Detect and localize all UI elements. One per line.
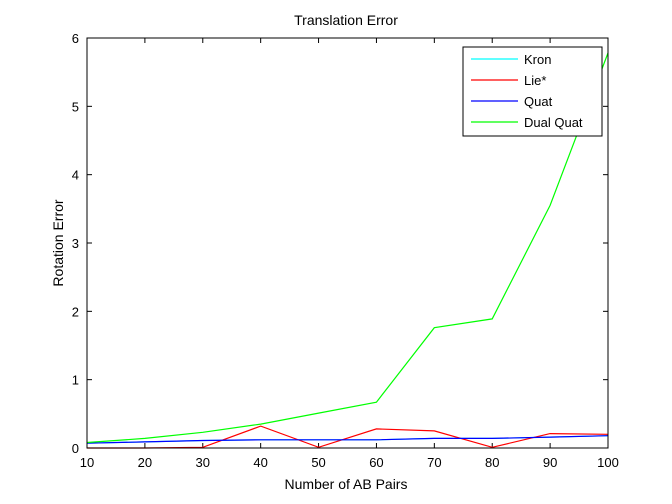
y-tick-label: 4 (72, 168, 79, 183)
x-tick-label: 100 (597, 455, 619, 470)
y-tick-label: 0 (72, 441, 79, 456)
chart-title: Translation Error (294, 12, 398, 28)
x-tick-label: 40 (253, 455, 267, 470)
x-axis-title: Number of AB Pairs (285, 476, 408, 492)
y-tick-label: 3 (72, 236, 79, 251)
legend: Kron Lie* Quat Dual Quat (462, 46, 603, 137)
series-line-dual-quat (86, 52, 609, 444)
x-tick-label: 20 (138, 455, 152, 470)
legend-label-dual-quat: Dual Quat (524, 115, 583, 130)
legend-label-quat: Quat (524, 94, 553, 109)
y-tick-label: 1 (72, 373, 79, 388)
x-tick-label: 80 (485, 455, 499, 470)
legend-box (462, 46, 603, 137)
y-tick-label: 2 (72, 304, 79, 319)
y-tick-label: 5 (72, 99, 79, 114)
y-axis-title: Rotation Error (50, 199, 66, 286)
x-tick-label: 10 (80, 455, 94, 470)
y-tick-label: 6 (72, 31, 79, 46)
legend-label-kron: Kron (524, 52, 551, 67)
x-tick-label: 70 (427, 455, 441, 470)
x-tick-label: 50 (311, 455, 325, 470)
axes-box (86, 37, 609, 449)
legend-label-lie: Lie* (524, 73, 546, 88)
x-tick-label: 30 (196, 455, 210, 470)
series-line-quat (86, 435, 609, 444)
x-tick-label: 90 (543, 455, 557, 470)
x-tick-label: 60 (369, 455, 383, 470)
